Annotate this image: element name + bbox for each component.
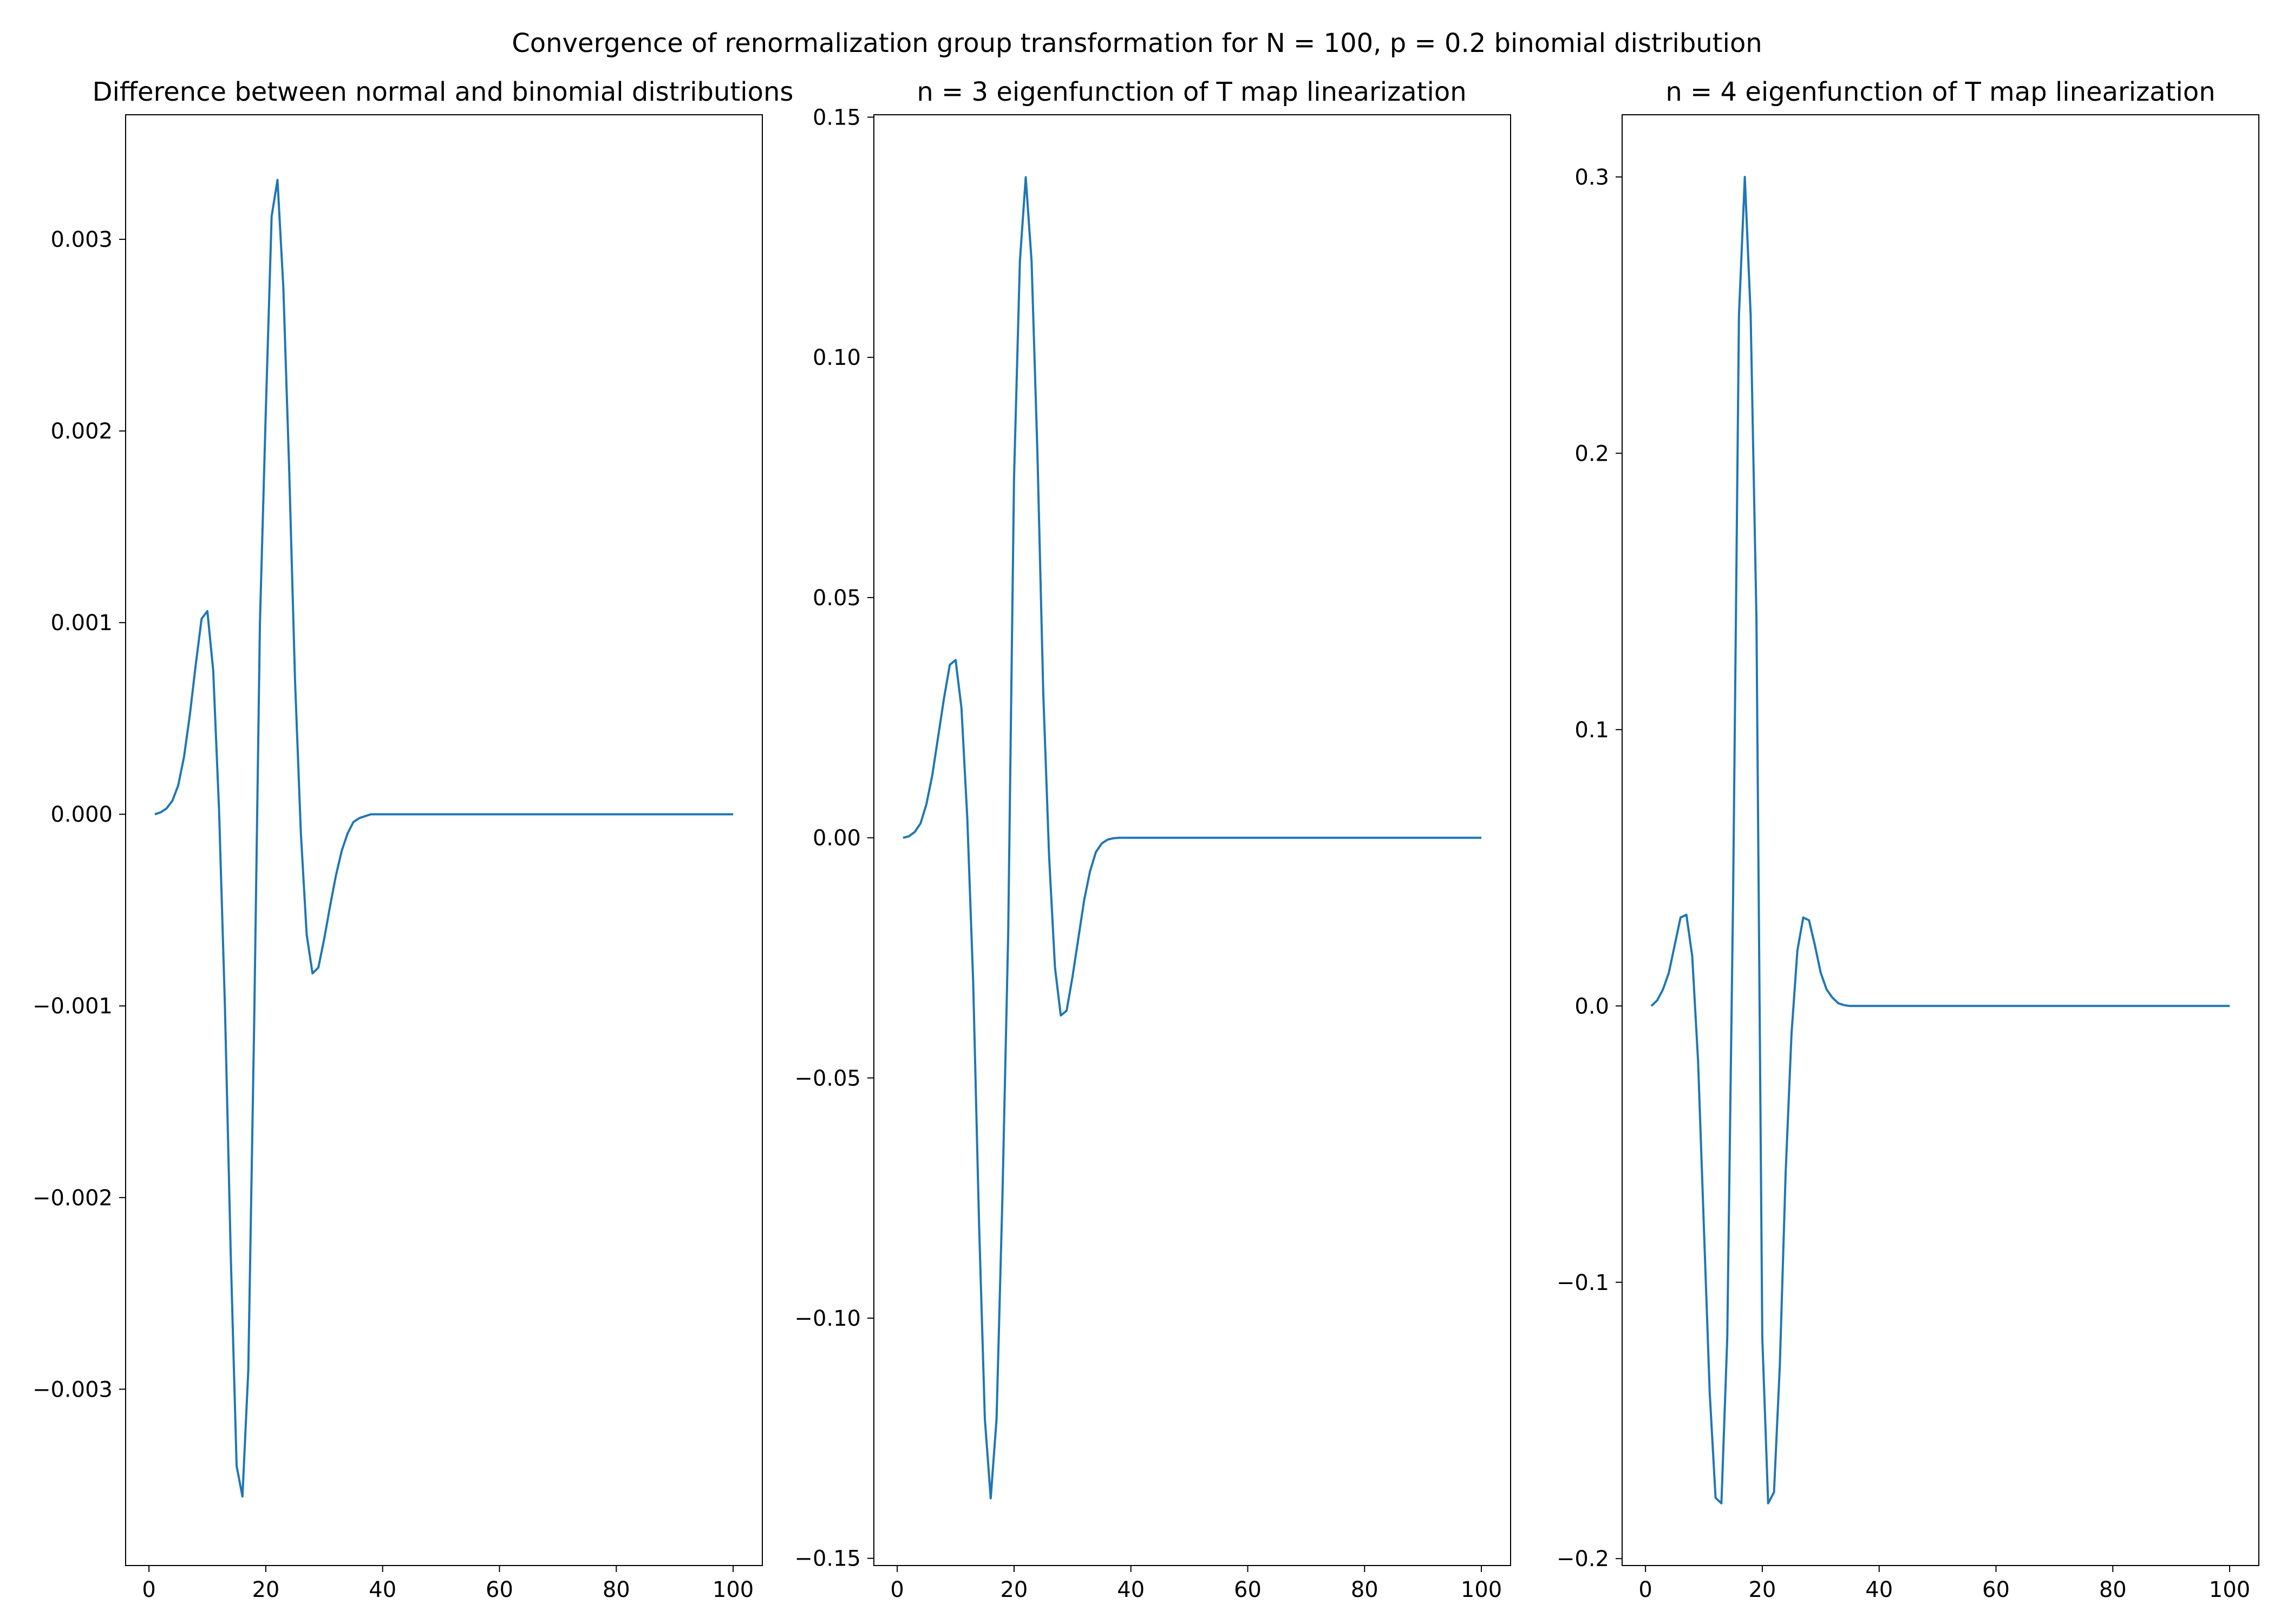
- x-tick-label: 0: [142, 1577, 155, 1602]
- x-tick-label: 100: [2209, 1577, 2250, 1602]
- y-tick-label: 0.15: [813, 105, 861, 130]
- y-tick-label: 0.2: [1574, 441, 1609, 466]
- y-tick-label: 0.00: [813, 826, 861, 851]
- subplot-difference: Difference between normal and binomial d…: [32, 77, 793, 1602]
- y-tick-label: 0.001: [50, 611, 113, 636]
- x-tick-label: 20: [1000, 1577, 1028, 1602]
- y-tick-label: −0.05: [794, 1066, 861, 1091]
- x-tick-label: 0: [890, 1577, 904, 1602]
- x-tick-label: 0: [1638, 1577, 1652, 1602]
- x-tick-label: 40: [1865, 1577, 1893, 1602]
- axes-frame: [873, 114, 1511, 1566]
- y-tick-label: −0.10: [794, 1306, 861, 1331]
- x-tick-label: 60: [1234, 1577, 1262, 1602]
- y-tick-label: 0.003: [50, 227, 113, 252]
- x-tick-label: 60: [1982, 1577, 2010, 1602]
- y-tick-label: −0.2: [1557, 1547, 1609, 1571]
- y-tick-label: 0.10: [813, 345, 861, 370]
- figure-suptitle: Convergence of renormalization group tra…: [512, 28, 1762, 58]
- x-tick-label: 20: [1748, 1577, 1776, 1602]
- y-tick-label: 0.05: [813, 586, 861, 611]
- x-tick-label: 40: [369, 1577, 396, 1602]
- y-tick-label: −0.001: [32, 994, 113, 1019]
- subplot-title-n3: n = 3 eigenfunction of T map linearizati…: [917, 77, 1466, 107]
- axes-frame: [1622, 114, 2259, 1566]
- y-tick-label: 0.000: [50, 802, 113, 827]
- x-tick-label: 100: [713, 1577, 754, 1602]
- x-tick-label: 40: [1117, 1577, 1145, 1602]
- y-tick-label: 0.002: [50, 419, 113, 444]
- x-tick-label: 80: [603, 1577, 630, 1602]
- y-tick-label: −0.002: [32, 1186, 113, 1210]
- series-line-1: [903, 176, 1482, 1499]
- x-tick-label: 20: [252, 1577, 279, 1602]
- x-tick-label: 100: [1461, 1577, 1502, 1602]
- y-tick-label: 0.1: [1574, 718, 1609, 743]
- subplot-n3-eigenfunction: n = 3 eigenfunction of T map linearizati…: [794, 77, 1511, 1602]
- subplot-title-difference: Difference between normal and binomial d…: [93, 77, 794, 107]
- series-line-1: [154, 179, 734, 1498]
- y-tick-label: −0.15: [794, 1547, 861, 1571]
- series-line-1: [1650, 175, 2230, 1505]
- axes-frame: [125, 114, 763, 1566]
- subplot-title-n4: n = 4 eigenfunction of T map linearizati…: [1665, 77, 2215, 107]
- y-tick-label: −0.1: [1557, 1271, 1609, 1295]
- x-tick-label: 60: [486, 1577, 513, 1602]
- y-tick-label: 0.3: [1574, 165, 1609, 190]
- x-tick-label: 80: [1351, 1577, 1378, 1602]
- subplot-n4-eigenfunction: n = 4 eigenfunction of T map linearizati…: [1557, 77, 2259, 1602]
- x-tick-label: 80: [2099, 1577, 2127, 1602]
- y-tick-label: 0.0: [1574, 994, 1609, 1019]
- y-tick-label: −0.003: [32, 1377, 113, 1402]
